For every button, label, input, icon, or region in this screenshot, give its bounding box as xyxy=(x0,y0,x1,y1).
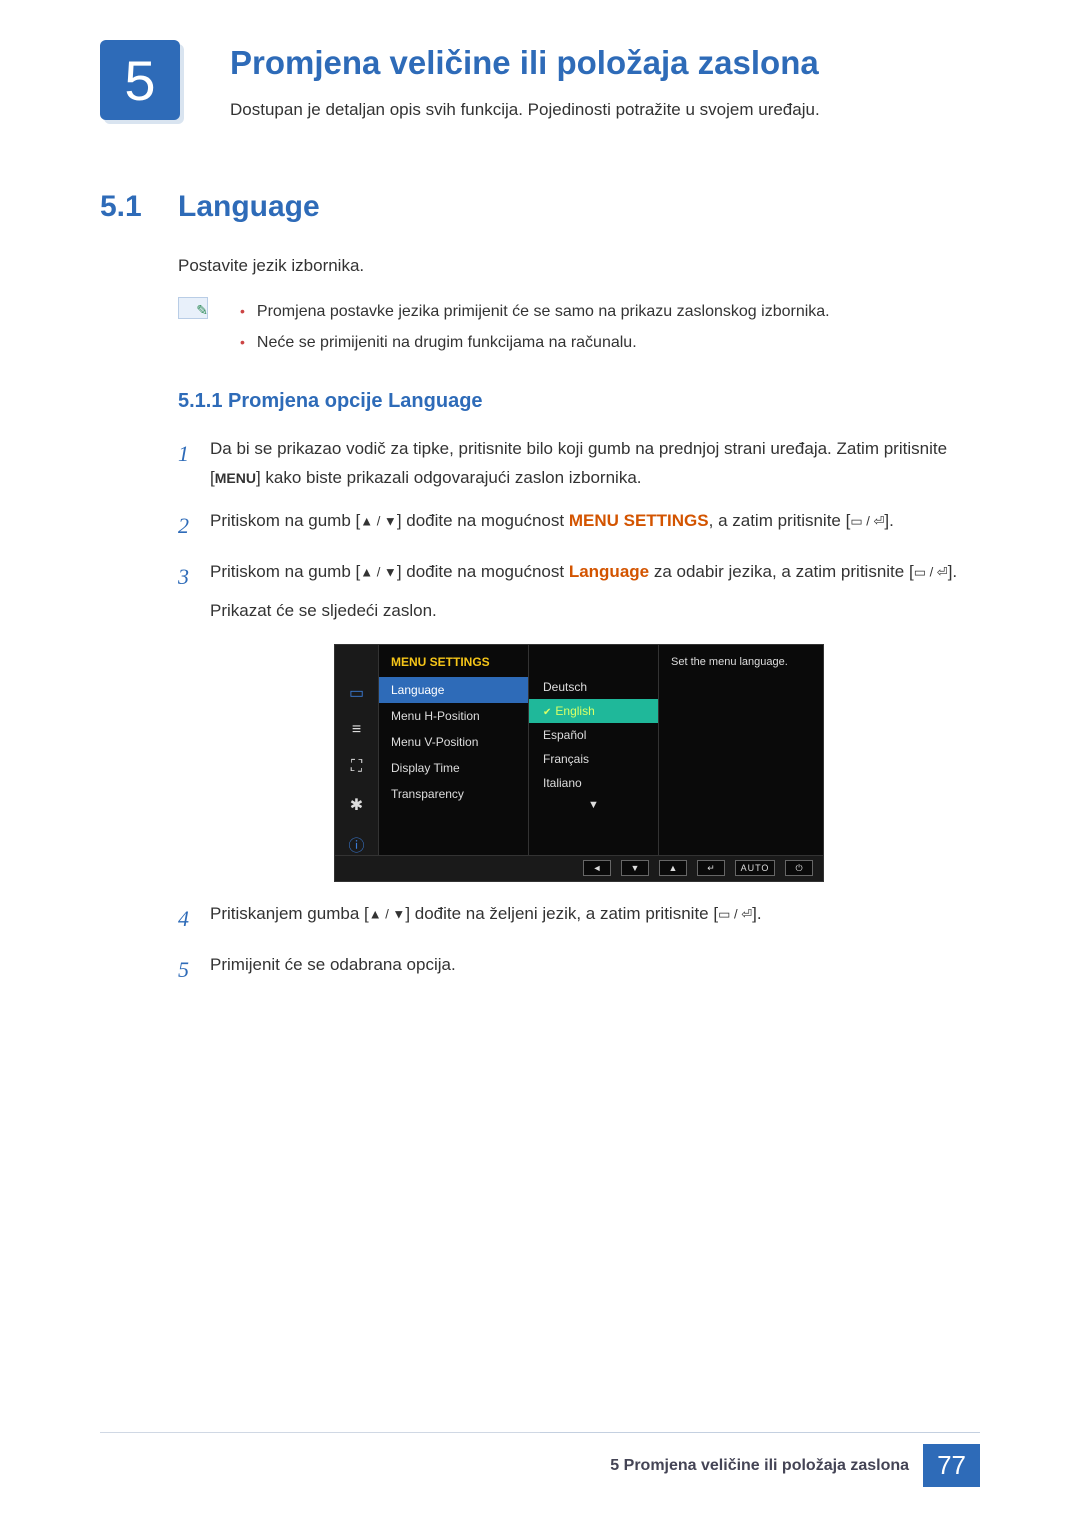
osd-nav-button: ◄ xyxy=(583,860,611,876)
step-3: 3 Pritiskom na gumb [▲ / ▼] dođite na mo… xyxy=(178,558,980,626)
osd-heading: MENU SETTINGS xyxy=(379,645,528,677)
footer-rule xyxy=(100,1432,980,1433)
osd-language-column: DeutschEnglishEspañolFrançaisItaliano ▼ xyxy=(529,645,659,855)
osd-power-icon: ⏻ xyxy=(785,860,813,876)
updown-icon: ▲ / ▼ xyxy=(369,906,406,921)
osd-menu-item: Language xyxy=(379,677,528,703)
section-intro: Postavite jezik izbornika. xyxy=(178,252,980,279)
osd-language-option: Deutsch xyxy=(529,675,658,699)
osd-auto-button: AUTO xyxy=(735,860,775,876)
chapter-header: 5 Promjena veličine ili položaja zaslona… xyxy=(100,40,980,130)
step-number: 4 xyxy=(178,900,210,937)
chapter-description: Dostupan je detaljan opis svih funkcija.… xyxy=(230,100,820,120)
scroll-down-icon: ▼ xyxy=(529,795,658,811)
info-icon: ⓘ xyxy=(346,833,368,855)
note-item: Promjena postavke jezika primijenit će s… xyxy=(240,297,830,327)
osd-menu-item: Display Time xyxy=(379,755,528,781)
updown-icon: ▲ / ▼ xyxy=(360,565,397,580)
osd-nav-button: ▼ xyxy=(621,860,649,876)
size-position-icon: ⛶ xyxy=(346,758,368,777)
note-item: Neće se primijeniti na drugim funkcijama… xyxy=(240,328,830,358)
osd-language-option: Español xyxy=(529,723,658,747)
step-number: 1 xyxy=(178,435,210,493)
menu-list-icon: ≡ xyxy=(346,721,368,740)
osd-tip: Set the menu language. xyxy=(659,645,823,855)
page-footer: 5 Promjena veličine ili položaja zaslona… xyxy=(610,1444,980,1487)
osd-language-option: Italiano xyxy=(529,771,658,795)
step-number: 3 xyxy=(178,558,210,626)
enter-icon: ▭ / ⏎ xyxy=(718,906,752,921)
step-4: 4 Pritiskanjem gumba [▲ / ▼] dođite na ž… xyxy=(178,900,980,937)
footer-page-number: 77 xyxy=(923,1444,980,1487)
enter-icon: ▭ / ⏎ xyxy=(914,565,948,580)
section-title: Language xyxy=(178,190,320,224)
osd-sidebar: ▭ ≡ ⛶ ✱ ⓘ xyxy=(335,645,379,855)
updown-icon: ▲ / ▼ xyxy=(360,513,397,528)
osd-menu-item: Menu H-Position xyxy=(379,703,528,729)
picture-icon: ▭ xyxy=(346,683,368,703)
osd-language-option: Français xyxy=(529,747,658,771)
note-block: ✎ Promjena postavke jezika primijenit će… xyxy=(178,297,980,358)
chapter-title: Promjena veličine ili položaja zaslona xyxy=(230,44,820,82)
section-heading: 5.1 Language xyxy=(100,190,980,224)
step-number: 5 xyxy=(178,951,210,988)
chapter-number-badge: 5 xyxy=(100,40,190,130)
osd-screenshot: ▭ ≡ ⛶ ✱ ⓘ MENU SETTINGS LanguageMenu H-Posit… xyxy=(334,644,824,882)
osd-language-option: English xyxy=(529,699,658,723)
osd-nav-button: ▲ xyxy=(659,860,687,876)
step-2: 2 Pritiskom na gumb [▲ / ▼] dođite na mo… xyxy=(178,507,980,544)
footer-chapter-label: 5 Promjena veličine ili položaja zaslona xyxy=(610,1457,923,1475)
osd-footer: ◄ ▼ ▲ ↵ AUTO ⏻ xyxy=(335,855,823,881)
osd-menu-item: Menu V-Position xyxy=(379,729,528,755)
step-5: 5 Primijenit će se odabrana opcija. xyxy=(178,951,980,988)
osd-nav-button: ↵ xyxy=(697,860,725,876)
osd-menu-item: Transparency xyxy=(379,781,528,807)
osd-menu-column: MENU SETTINGS LanguageMenu H-PositionMen… xyxy=(379,645,529,855)
step-number: 2 xyxy=(178,507,210,544)
step-1: 1 Da bi se prikazao vodič za tipke, prit… xyxy=(178,435,980,493)
settings-gear-icon: ✱ xyxy=(346,795,368,815)
enter-icon: ▭ / ⏎ xyxy=(850,513,884,528)
section-number: 5.1 xyxy=(100,190,178,224)
note-icon: ✎ xyxy=(178,297,210,321)
subsection-title: 5.1.1 Promjena opcije Language xyxy=(178,390,980,413)
